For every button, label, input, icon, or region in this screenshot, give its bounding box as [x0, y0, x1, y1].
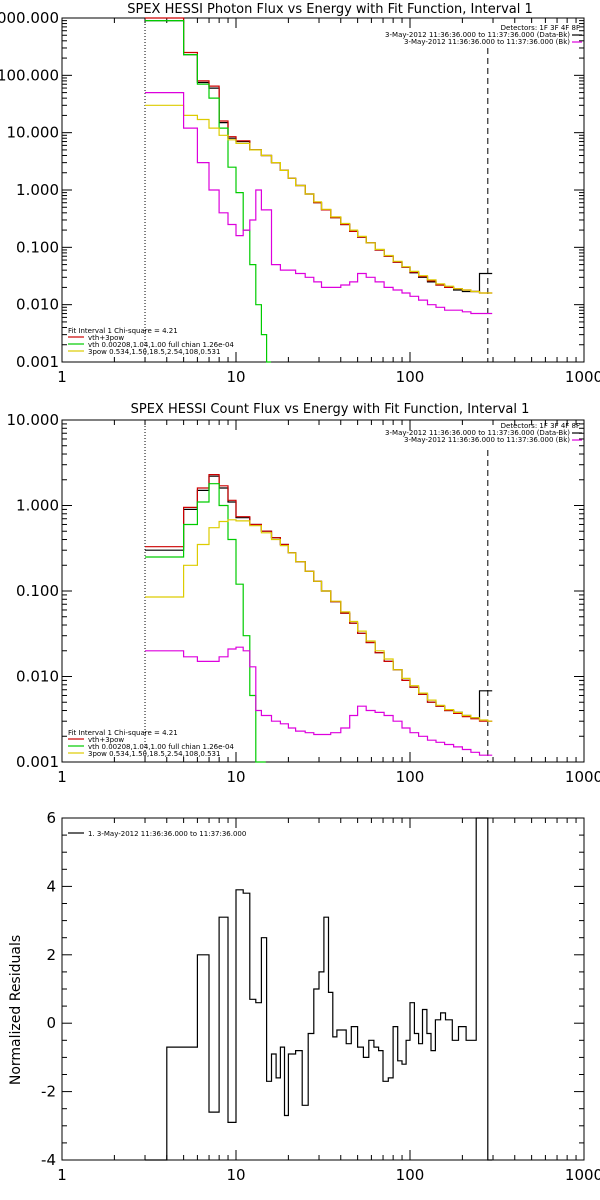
panel1-ytick-label: 0.100 [16, 238, 59, 256]
panel2-fit-2: vth 0.00208,1.04,1.00 full chian 1.26e-0… [88, 743, 234, 751]
panel3-legend: 1. 3-May-2012 11:36:36.000 to 11:37:36.0… [88, 830, 246, 838]
panel3-ytick-label: -4 [41, 1151, 56, 1169]
panel1-xtick-label: 1000 [565, 368, 600, 386]
panel2-ytick-label: 0.010 [16, 668, 59, 686]
panel1-xtick-label: 1 [57, 368, 67, 386]
panel1-ytick-label: 100.000 [0, 66, 59, 84]
panel1-series-4 [145, 92, 493, 315]
panel1-ytick-label: 1000.000 [0, 9, 59, 27]
panel3-xtick-label: 100 [396, 1166, 425, 1184]
panel2-xtick-label: 1 [57, 768, 67, 786]
panel3-ytick-label: 0 [46, 1014, 56, 1032]
panel3-ytick-label: 6 [46, 809, 56, 827]
panel1-series-3 [145, 104, 493, 294]
panel2-ytick-label: 0.001 [16, 753, 59, 771]
panel3-ytick-label: 4 [46, 877, 56, 895]
panel1-xtick-label: 10 [226, 368, 245, 386]
panel1-header-2: 3-May-2012 11:36:36.000 to 11:37:36.000 … [404, 38, 570, 46]
panel2-ytick-label: 10.000 [7, 411, 60, 429]
panel2-fit-0: Fit Interval 1 Chi-square = 4.21 [68, 729, 178, 737]
panel3-xtick-label: 1 [57, 1166, 67, 1184]
panel2-fit-1: vth+3pow [88, 736, 124, 744]
panel2-series-2 [145, 483, 266, 763]
panel2-xtick-label: 10 [226, 768, 245, 786]
panel3-ylabel: Normalized Residuals [8, 935, 24, 1085]
panel2-ytick-label: 1.000 [16, 497, 59, 515]
panel2-series-3 [145, 519, 493, 722]
panel3-ytick-label: 2 [46, 946, 56, 964]
panel3-frame [61, 817, 585, 1161]
panel3-ytick-label: -2 [41, 1083, 56, 1101]
panel2-header-0: Detectors: 1F 3F 4F 8F [501, 422, 580, 430]
panel3-xtick-label: 10 [226, 1166, 245, 1184]
panel1-xtick-label: 100 [396, 368, 425, 386]
panel2-header-2: 3-May-2012 11:36:36.000 to 11:37:36.000 … [404, 436, 570, 444]
panel1-ytick-label: 10.000 [7, 124, 60, 142]
panel2-xtick-label: 1000 [565, 768, 600, 786]
panel1-ytick-label: 1.000 [16, 181, 59, 199]
panel2-series-4 [145, 646, 493, 756]
panel1-ytick-label: 0.010 [16, 296, 59, 314]
panel3-xtick-label: 1000 [565, 1166, 600, 1184]
panel1-header-0: Detectors: 1F 3F 4F 8F [501, 24, 580, 32]
panel3-series-0 [145, 817, 493, 1161]
panel1-title: SPEX HESSI Photon Flux vs Energy with Fi… [127, 2, 533, 17]
panel1-fit-1: vth+3pow [88, 334, 124, 342]
panel2-xtick-label: 100 [396, 768, 425, 786]
panel2-ytick-label: 0.100 [16, 582, 59, 600]
panel2-header-1: 3-May-2012 11:36:36.000 to 11:37:36.000 … [385, 429, 570, 437]
panel1-fit-3: 3pow 0.534,1.50,18.5,2.54,108,0.531 [88, 348, 220, 356]
panel1-fit-2: vth 0.00208,1.04,1.00 full chian 1.26e-0… [88, 341, 234, 349]
panel2-fit-3: 3pow 0.534,1.50,18.5,2.54,108,0.531 [88, 750, 220, 758]
panel1-frame [61, 17, 585, 363]
panel1-header-1: 3-May-2012 11:36:36.000 to 11:37:36.000 … [385, 31, 570, 39]
panel1-fit-0: Fit Interval 1 Chi-square = 4.21 [68, 327, 178, 335]
panel2-title: SPEX HESSI Count Flux vs Energy with Fit… [131, 402, 530, 417]
panel1-series-2 [145, 20, 271, 363]
panel1-ytick-label: 0.001 [16, 353, 59, 371]
